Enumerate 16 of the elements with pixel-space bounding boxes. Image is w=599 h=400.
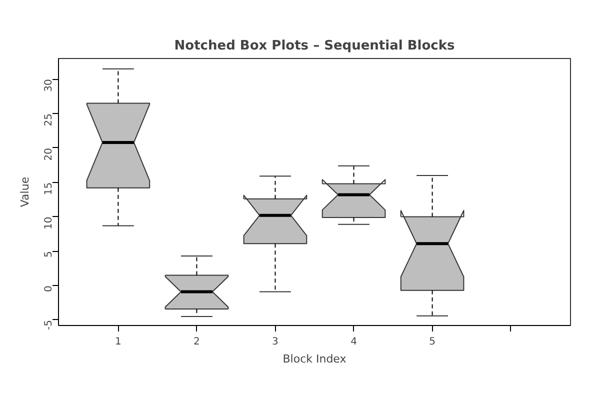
x-tick-label: 5: [429, 336, 436, 348]
y-axis-title: Value: [18, 176, 32, 208]
y-tick-label: 20: [44, 148, 54, 161]
y-tick-label: 25: [44, 114, 54, 126]
y-tick-label: 10: [44, 216, 54, 230]
x-tick-label: 1: [115, 336, 122, 348]
y-tick-label: 0: [44, 286, 54, 292]
x-tick-label: 3: [272, 336, 278, 348]
x-tick-label: 4: [350, 336, 357, 348]
y-tick-label: 5: [44, 251, 54, 258]
y-tick-label: 30: [44, 79, 54, 92]
y-tick-label: -5: [44, 320, 54, 330]
chart-title: Notched Box Plots – Sequential Blocks: [174, 38, 455, 54]
x-tick-label: 2: [194, 336, 200, 348]
x-axis-title: Block Index: [282, 352, 347, 366]
y-tick-label: 15: [44, 182, 54, 196]
